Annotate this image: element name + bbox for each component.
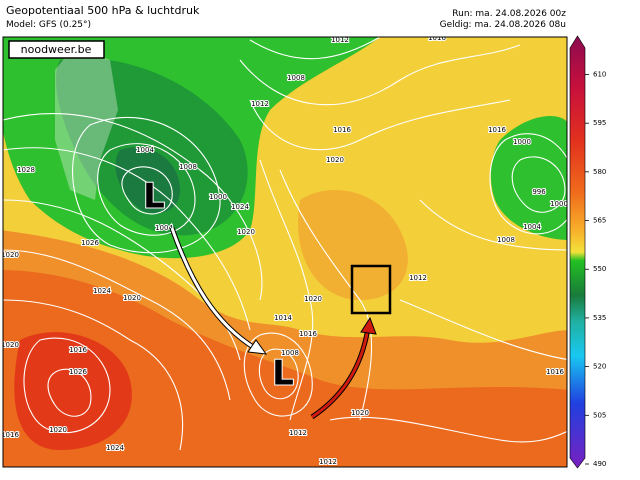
isobar-label: 1020 [1,251,19,259]
isobar-label: 1020 [351,409,369,417]
isobar-label: 1016 [299,330,317,338]
colorbar-tick-label: 520 [593,363,606,371]
colorbar-scale [569,35,586,469]
colorbar-tick-label: 595 [593,119,606,127]
arrow-head [247,339,268,355]
isobar-label: 1024 [231,203,249,211]
isobar-label: 1024 [93,287,111,295]
isobar-label: 1020 [304,295,322,303]
isobar-label: 1004 [523,223,541,231]
isobar-label: 1020 [1,341,19,349]
heat-core [14,332,132,450]
valid-label: Geldig: ma. 24.08.2026 08u [440,20,566,30]
isobar-label: 1028 [17,166,35,174]
isobar-label: 1020 [49,426,67,434]
isobar-label: 1020 [237,228,255,236]
map-frame [2,36,568,468]
isobar-label: 1014 [274,314,292,322]
isobar-label: 1020 [326,156,344,164]
colorbar-tick-label: 490 [593,460,606,468]
isobar-label: 1012 [331,36,349,44]
isobar-label: 1012 [289,429,307,437]
low-pressure-marker: L [272,354,294,394]
isobar-label: 1000 [550,200,568,208]
low-pressure-marker: L [143,177,165,217]
isobar-label: 1008 [281,349,299,357]
arrow-head [360,316,377,335]
isobar-label: 1026 [69,368,87,376]
brand-label: noodweer.be [21,43,92,56]
isobar-label: 1016 [69,346,87,354]
colorbar-tick-label: 610 [593,70,606,78]
isobar-label: 1008 [287,74,305,82]
map-title: Geopotentiaal 500 hPa & luchtdruk [6,4,200,17]
warm-air-arrow [311,327,370,419]
run-label: Run: ma. 24.08.2026 00z [452,9,566,19]
isobar-label: 1024 [106,444,124,452]
isobar-label: 1008 [497,236,515,244]
east-trough [490,116,567,240]
isobar-label: 1026 [81,239,99,247]
colorbar-tick-label: 565 [593,217,606,225]
isobar-label: 1000 [513,138,531,146]
isobar-label: 1000 [209,193,227,201]
isobar-label: 1004 [155,224,173,232]
colorbar-tick-label: 550 [593,265,606,273]
isobar-label: 1004 [136,146,154,154]
isobar-label: 1016 [428,34,446,42]
isobar-label: 996 [532,188,546,196]
ridge-region [298,190,408,300]
focus-box [350,264,392,315]
isobar-label: 1008 [179,163,197,171]
colorbar-tick-label: 505 [593,411,606,419]
greenland [55,45,118,200]
colorbar: 610 595 580 565 550 535 520 505 490 [569,35,606,469]
isobar-label: 1016 [546,368,564,376]
isobar-label: 1016 [333,126,351,134]
model-label: Model: GFS (0.25°) [6,20,91,30]
isobar-label: 1020 [123,294,141,302]
low-core [115,147,180,214]
trough-core [56,58,248,236]
isobar-label: 1012 [319,458,337,466]
isobar-label: 1012 [409,274,427,282]
isobar-label: 1016 [488,126,506,134]
colorbar-tick-label: 535 [593,314,606,322]
brand-box [8,40,105,59]
colorbar-tick-label: 580 [593,168,606,176]
isobars [3,37,567,451]
map: 1012 1016 1008 1012 1016 1020 1024 1020 … [1,34,568,467]
isobar-label: 1016 [1,431,19,439]
trough-arrow [170,227,259,352]
isobar-label: 1012 [251,100,269,108]
hot-region [3,270,567,467]
